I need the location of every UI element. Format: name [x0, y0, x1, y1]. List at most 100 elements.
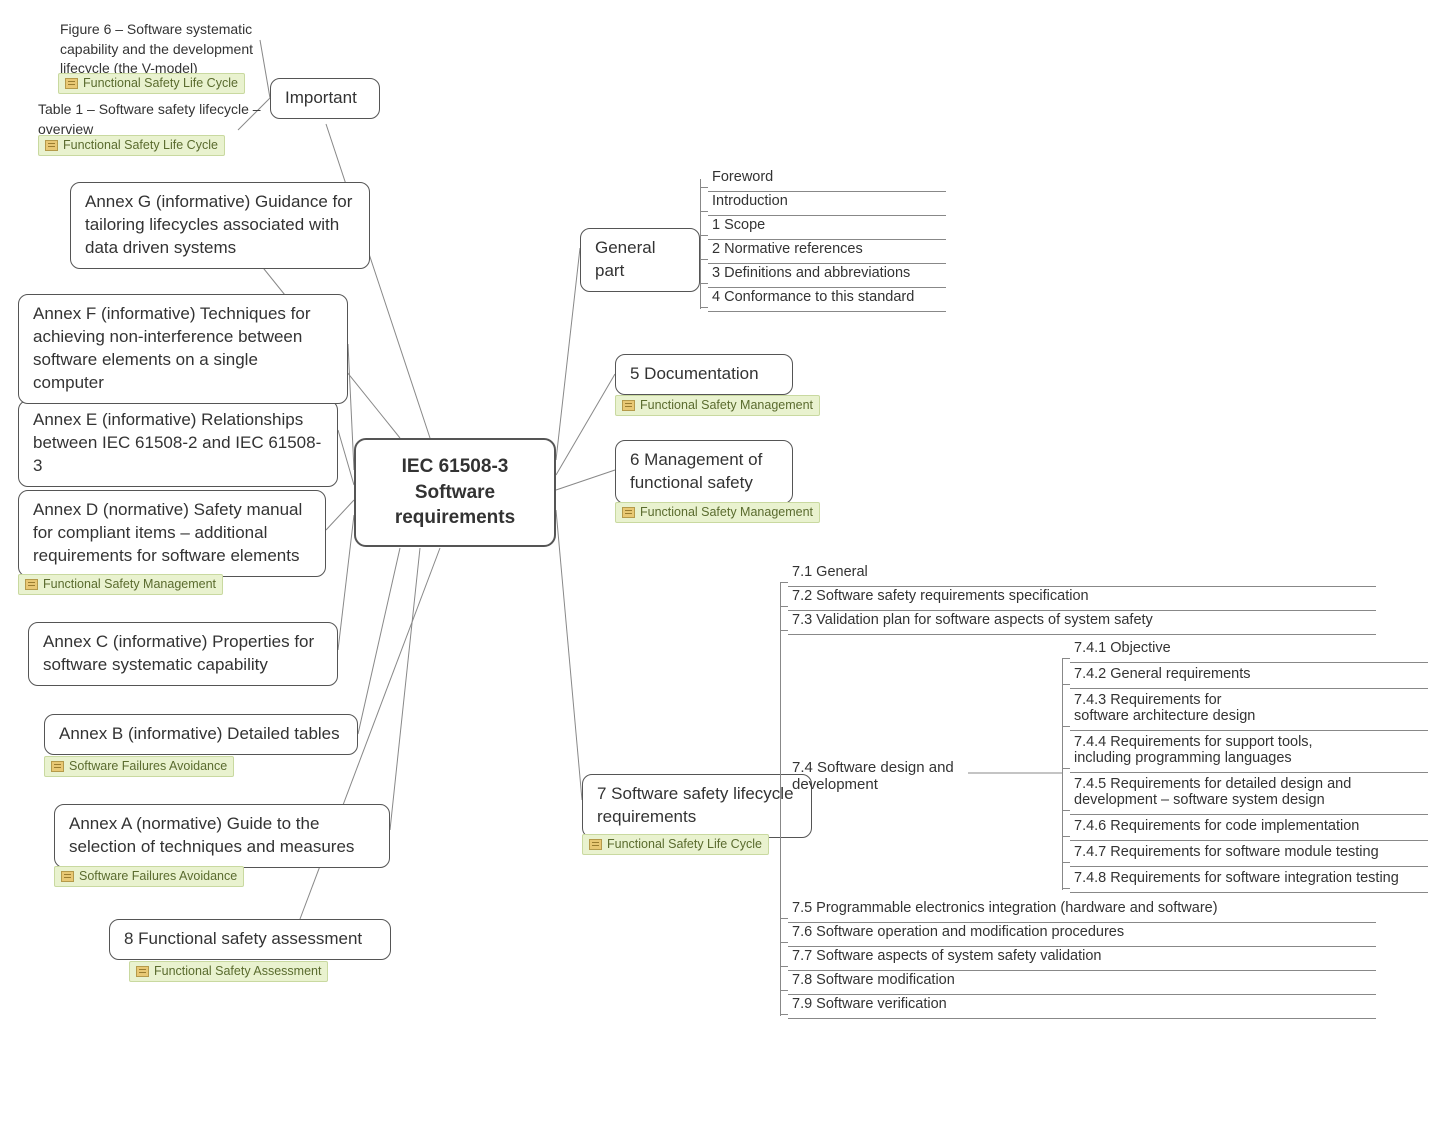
- list-connector: [780, 942, 788, 943]
- s7-item[interactable]: 7.2 Software safety requirements specifi…: [788, 584, 1376, 611]
- center-node[interactable]: IEC 61508-3 Software requirements: [354, 438, 556, 547]
- node-annex-a[interactable]: Annex A (normative) Guide to theselectio…: [54, 804, 390, 868]
- node-annex-c[interactable]: Annex C (informative) Properties forsoft…: [28, 622, 338, 686]
- list-connector: [1062, 836, 1070, 837]
- s7-4-subitem-line: 7.4.3 Requirements for: [1074, 692, 1222, 708]
- list-connector: [780, 582, 788, 583]
- s7-4-subitem[interactable]: 7.4.6 Requirements for code implementati…: [1070, 814, 1428, 841]
- list-connector: [1062, 810, 1070, 811]
- tag-badge: Functional Safety Life Cycle: [38, 135, 225, 156]
- node-label-line: achieving non-interference between: [33, 327, 302, 346]
- node-6-management[interactable]: 6 Management offunctional safety: [615, 440, 793, 504]
- node-label-line: data driven systems: [85, 238, 236, 257]
- list-connector: [1062, 658, 1070, 659]
- s7-item[interactable]: 7.7 Software aspects of system safety va…: [788, 944, 1376, 971]
- tag-icon: [61, 871, 74, 882]
- connector-line: [326, 500, 354, 530]
- tag-label: Functional Safety Life Cycle: [607, 837, 762, 851]
- tag-label: Functional Safety Management: [640, 505, 813, 519]
- s7-4-branch-label[interactable]: 7.4 Software design anddevelopment: [788, 755, 976, 799]
- node-annex-f[interactable]: Annex F (informative) Techniques for achi…: [18, 294, 348, 404]
- node-7-lifecycle[interactable]: 7 Software safety lifecyclerequirements: [582, 774, 812, 838]
- s7-4-subitem[interactable]: 7.4.1 Objective: [1070, 636, 1428, 663]
- node-label-line: Annex G (informative) Guidance for: [85, 192, 352, 211]
- s7-item[interactable]: 7.3 Validation plan for software aspects…: [788, 608, 1376, 635]
- tag-icon: [589, 839, 602, 850]
- node-annex-g[interactable]: Annex G (informative) Guidance fortailor…: [70, 182, 370, 269]
- general-item[interactable]: Foreword: [708, 165, 946, 192]
- list-bracket: [780, 582, 781, 1016]
- list-connector: [1062, 726, 1070, 727]
- node-annex-d[interactable]: Annex D (normative) Safety manualfor com…: [18, 490, 326, 577]
- node-label-line: Annex D (normative) Safety manual: [33, 500, 302, 519]
- tag-label: Functional Safety Life Cycle: [63, 138, 218, 152]
- s7-item[interactable]: 7.8 Software modification: [788, 968, 1376, 995]
- list-connector: [700, 187, 708, 188]
- node-label-line: software systematic capability: [43, 655, 268, 674]
- node-important[interactable]: Important: [270, 78, 380, 119]
- connector-line: [556, 248, 580, 460]
- tag-badge: Software Failures Avoidance: [54, 866, 244, 887]
- general-item[interactable]: 4 Conformance to this standard: [708, 285, 946, 312]
- node-label-line: requirements for software elements: [33, 546, 299, 565]
- list-connector: [700, 283, 708, 284]
- s7-4-line: 7.4 Software design and: [792, 759, 954, 776]
- node-label-line: functional safety: [630, 473, 753, 492]
- center-title-2: Software: [415, 482, 495, 503]
- s7-4-subitem[interactable]: 7.4.7 Requirements for software module t…: [1070, 840, 1428, 867]
- list-connector: [780, 1014, 788, 1015]
- tag-icon: [622, 400, 635, 411]
- node-8-assessment[interactable]: 8 Functional safety assessment: [109, 919, 391, 960]
- general-item[interactable]: 1 Scope: [708, 213, 946, 240]
- list-connector: [780, 918, 788, 919]
- s7-4-subitem[interactable]: 7.4.3 Requirements forsoftware architect…: [1070, 688, 1428, 731]
- node-5-documentation[interactable]: 5 Documentation: [615, 354, 793, 395]
- connector-line: [338, 430, 354, 485]
- s7-item[interactable]: 7.1 General: [788, 560, 1376, 587]
- node-label-line: Annex E (informative) Relationships: [33, 410, 303, 429]
- s7-4-line: development: [792, 776, 878, 793]
- tag-label: Software Failures Avoidance: [79, 869, 237, 883]
- node-label-line: Important: [285, 88, 357, 107]
- tag-badge: Functional Safety Assessment: [129, 961, 328, 982]
- list-connector: [1062, 684, 1070, 685]
- important-item[interactable]: Figure 6 – Software systematiccapability…: [60, 20, 253, 79]
- list-connector: [700, 259, 708, 260]
- s7-4-subitem[interactable]: 7.4.5 Requirements for detailed design a…: [1070, 772, 1428, 815]
- node-label-line: between IEC 61508-2 and IEC 61508-3: [33, 433, 321, 475]
- tag-icon: [25, 579, 38, 590]
- node-general-part[interactable]: General part: [580, 228, 700, 292]
- node-label-line: Annex F (informative) Techniques for: [33, 304, 310, 323]
- general-item[interactable]: Introduction: [708, 189, 946, 216]
- s7-item[interactable]: 7.6 Software operation and modification …: [788, 920, 1376, 947]
- tag-badge: Functional Safety Management: [18, 574, 223, 595]
- s7-4-subitem[interactable]: 7.4.2 General requirements: [1070, 662, 1428, 689]
- connector-line: [338, 515, 354, 650]
- list-connector: [780, 966, 788, 967]
- general-item[interactable]: 3 Definitions and abbreviations: [708, 261, 946, 288]
- s7-item[interactable]: 7.5 Programmable electronics integration…: [788, 896, 1376, 923]
- node-annex-b[interactable]: Annex B (informative) Detailed tables: [44, 714, 358, 755]
- tag-badge: Software Failures Avoidance: [44, 756, 234, 777]
- node-label-line: General part: [595, 238, 655, 280]
- list-connector: [780, 990, 788, 991]
- s7-4-subitem[interactable]: 7.4.4 Requirements for support tools,inc…: [1070, 730, 1428, 773]
- important-item-line: capability and the development: [60, 41, 253, 57]
- connector-line: [556, 470, 615, 490]
- s7-item[interactable]: 7.9 Software verification: [788, 992, 1376, 1019]
- connector-line: [358, 548, 400, 734]
- important-item[interactable]: Table 1 – Software safety lifecycle –ove…: [38, 100, 261, 139]
- list-connector: [1062, 862, 1070, 863]
- tag-label: Functional Safety Life Cycle: [83, 76, 238, 90]
- general-item[interactable]: 2 Normative references: [708, 237, 946, 264]
- list-bracket: [700, 179, 701, 309]
- s7-4-subitem-line: 7.4.5 Requirements for detailed design a…: [1074, 776, 1351, 792]
- tag-badge: Functional Safety Life Cycle: [58, 73, 245, 94]
- tag-badge: Functional Safety Management: [615, 395, 820, 416]
- s7-4-subitem[interactable]: 7.4.8 Requirements for software integrat…: [1070, 866, 1428, 893]
- s7-4-subitem-line: 7.4.4 Requirements for support tools,: [1074, 734, 1313, 750]
- node-annex-e[interactable]: Annex E (informative) Relationships betwe…: [18, 400, 338, 487]
- list-connector: [700, 235, 708, 236]
- node-label-line: 8 Functional safety assessment: [124, 929, 362, 948]
- list-connector: [700, 211, 708, 212]
